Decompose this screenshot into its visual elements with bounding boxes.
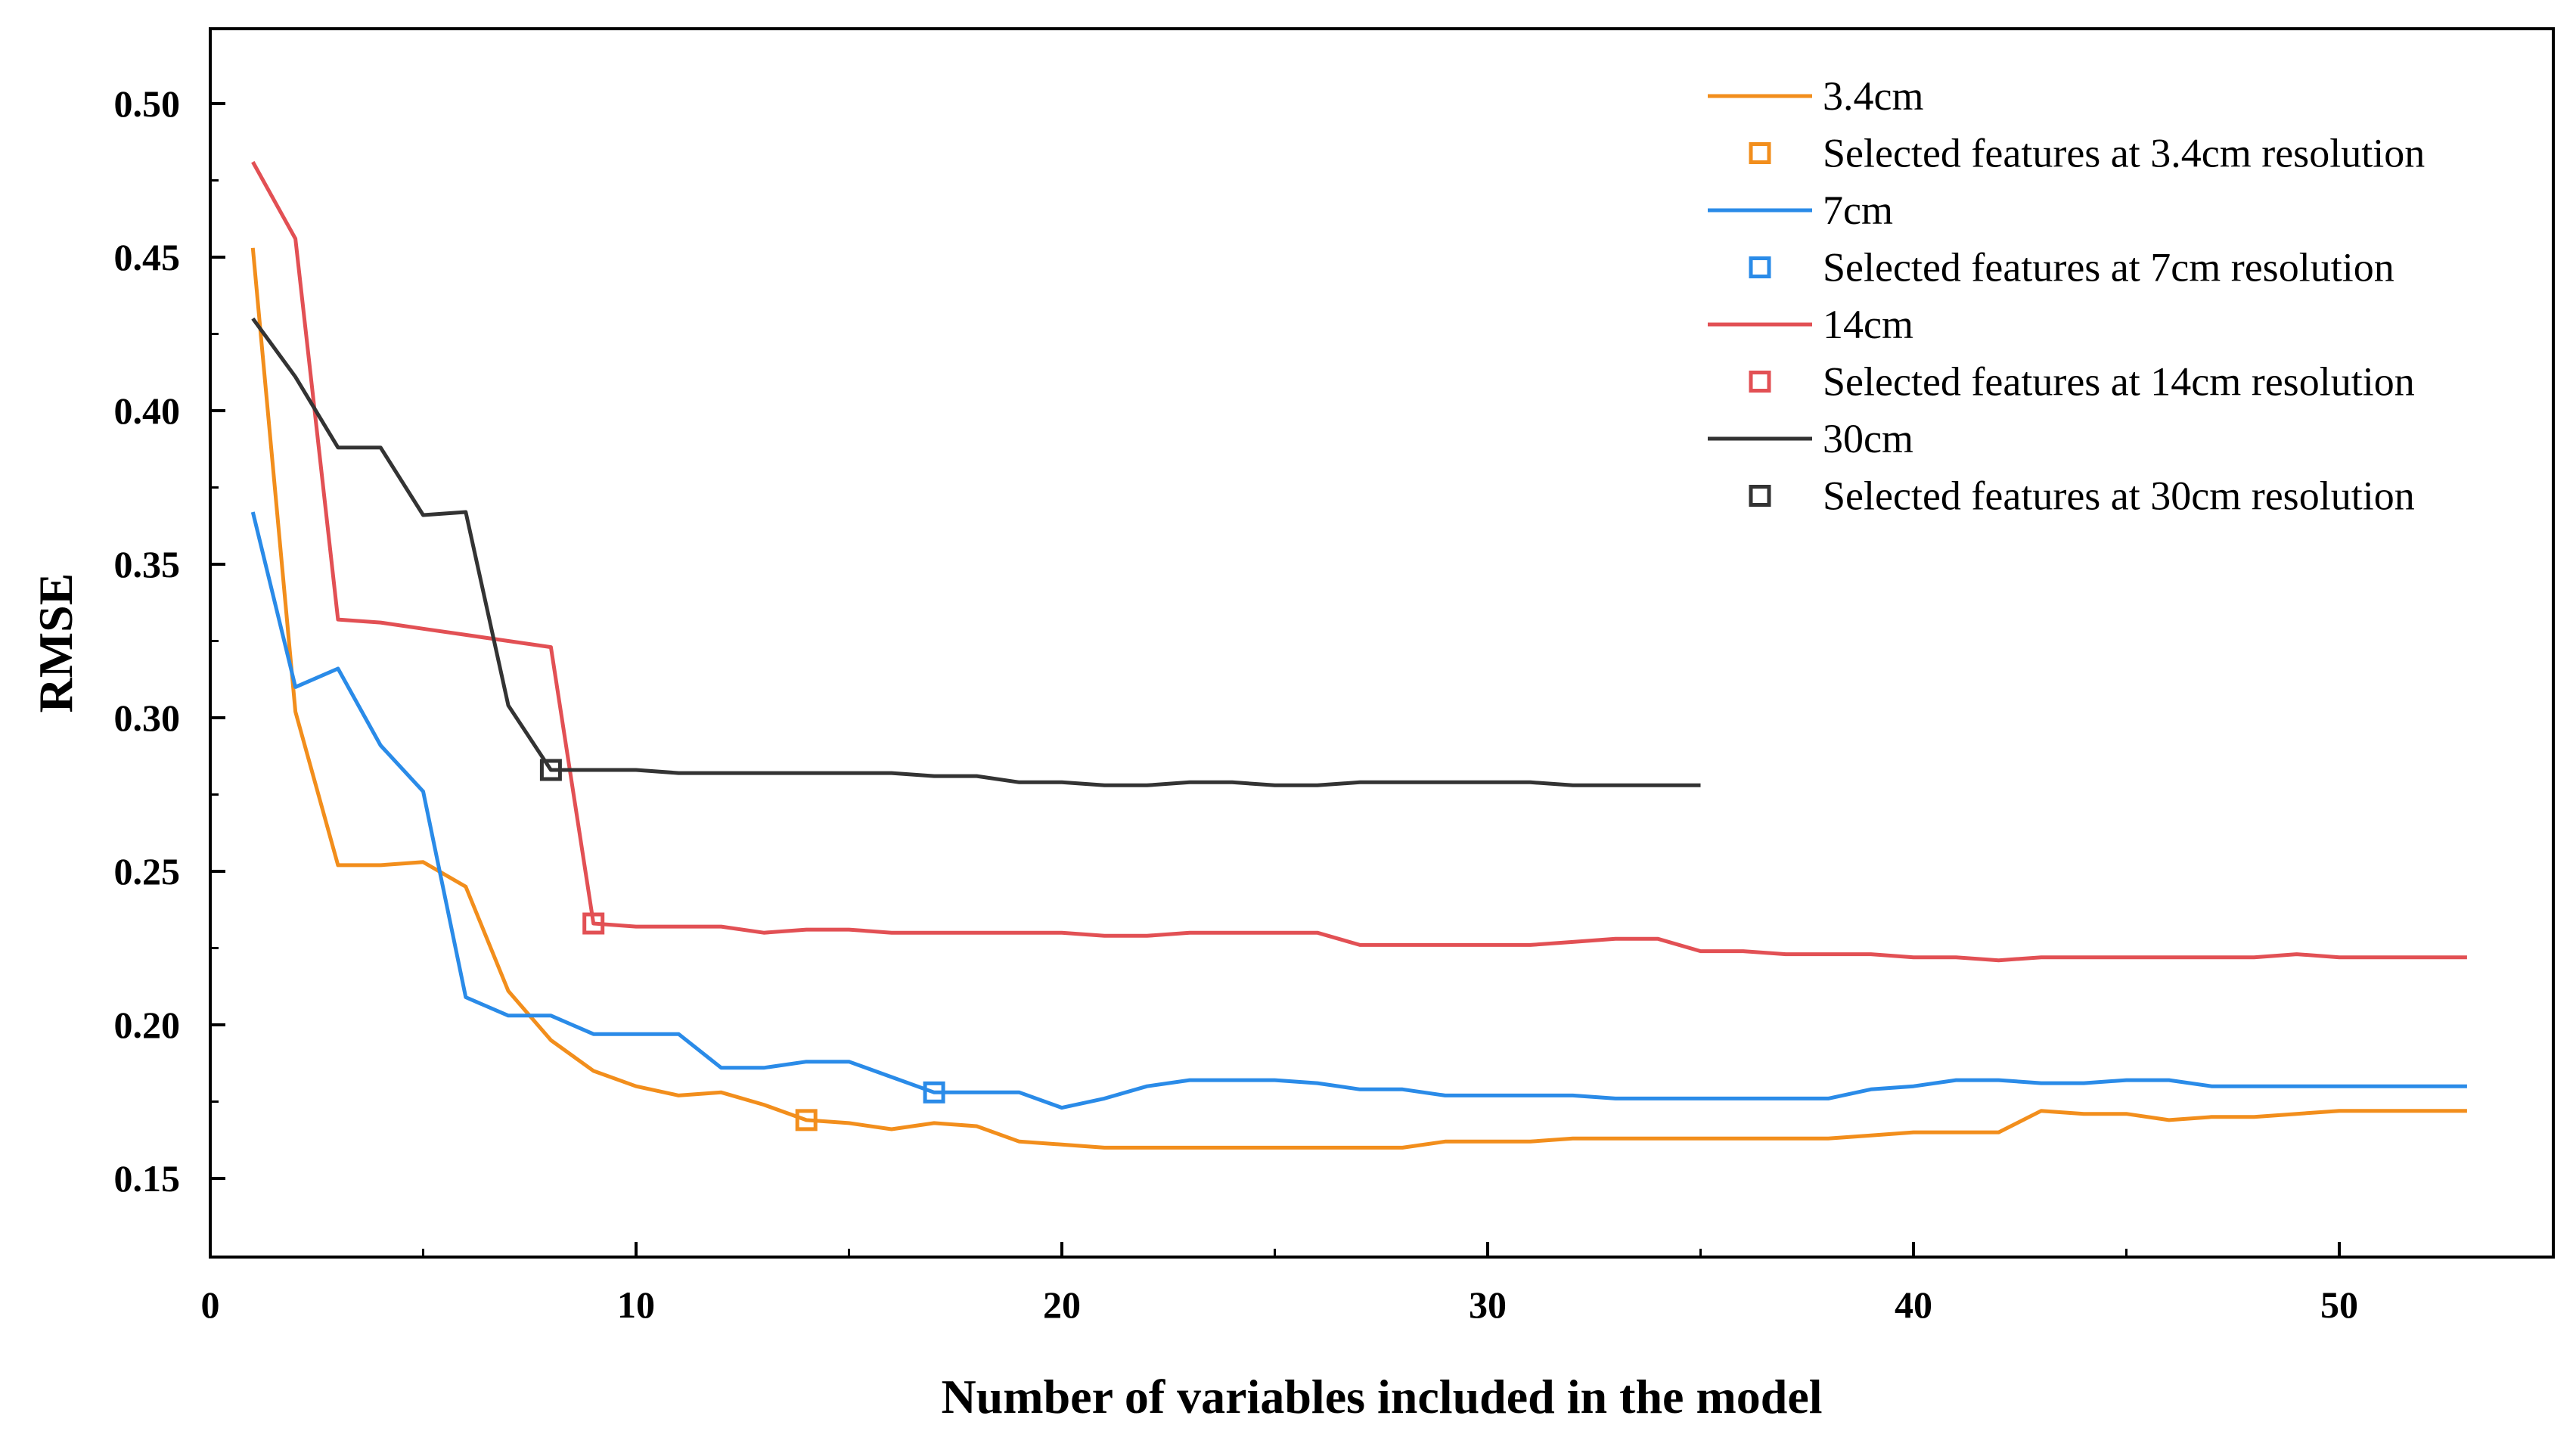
legend-label-14cm: 14cm	[1823, 302, 1913, 347]
y-tick-label: 0.15	[114, 1157, 181, 1200]
series-line-3.4cm	[250, 247, 2467, 1150]
y-tick-label: 0.35	[114, 543, 181, 585]
legend-label-3.4cm: 3.4cm	[1823, 73, 1923, 119]
y-tick-label: 0.40	[114, 390, 181, 432]
x-tick-label: 30	[1469, 1284, 1507, 1326]
selected-marker-7cm	[923, 1081, 945, 1104]
x-tick-label: 40	[1895, 1284, 1932, 1326]
legend-marker-3.4cm	[1749, 142, 1771, 164]
legend-label-7cm: 7cm	[1823, 188, 1893, 233]
legend-marker-30cm	[1749, 485, 1771, 507]
legend-label-30cm: 30cm	[1823, 416, 1913, 461]
y-tick-label: 0.50	[114, 82, 181, 125]
series-lines	[250, 160, 2467, 1150]
x-tick-label: 50	[2320, 1284, 2358, 1326]
x-tick-label: 0	[201, 1284, 220, 1326]
legend-marker-label-3.4cm: Selected features at 3.4cm resolution	[1823, 131, 2425, 176]
series-line-14cm	[251, 160, 2467, 963]
plot-frame	[209, 27, 2555, 1259]
x-axis-title: Number of variables included in the mode…	[941, 1370, 1822, 1423]
series-line-30cm	[251, 317, 1701, 787]
legend-marker-14cm	[1749, 371, 1771, 393]
legend-marker-label-30cm: Selected features at 30cm resolution	[1823, 473, 2415, 519]
x-tick-label: 20	[1043, 1284, 1081, 1326]
y-tick-label: 0.30	[114, 697, 181, 739]
y-axis-title: RMSE	[29, 573, 82, 713]
legend-marker-7cm	[1749, 256, 1771, 278]
selected-marker-30cm	[539, 759, 562, 781]
y-tick-label: 0.20	[114, 1004, 181, 1046]
x-tick-label: 10	[617, 1284, 655, 1326]
selected-marker-3.4cm	[795, 1109, 818, 1131]
y-tick-label: 0.25	[114, 850, 181, 892]
axis-ticks: 0 10 20 30 40 50 0.15 0.20 0.25 0.30 0.35 0.40 0.45 0…	[114, 82, 2359, 1326]
legend: 3.4cm Selected features at 3.4cm resoluti…	[1708, 73, 2425, 519]
y-tick-label: 0.45	[114, 236, 181, 278]
selected-marker-14cm	[582, 912, 605, 935]
selected-feature-markers	[539, 759, 945, 1131]
legend-marker-label-14cm: Selected features at 14cm resolution	[1823, 359, 2415, 405]
legend-marker-label-7cm: Selected features at 7cm resolution	[1823, 245, 2394, 290]
series-line-7cm	[250, 511, 2467, 1110]
